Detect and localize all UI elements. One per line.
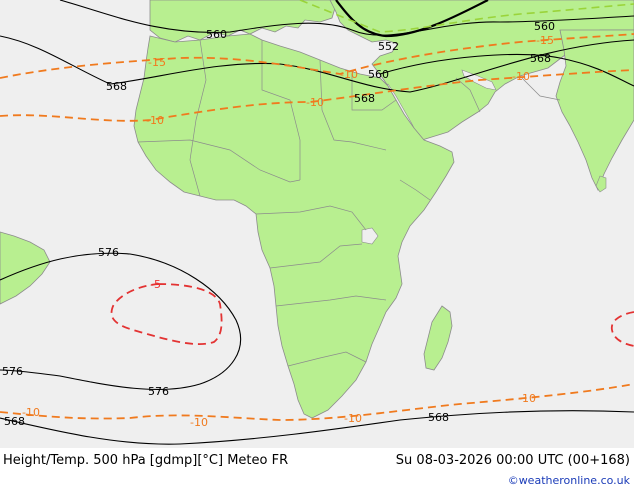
temp-label: -15 [536,34,554,47]
temp-contours [0,33,634,421]
height-label: 576 [98,246,119,259]
height-label: 576 [2,365,23,378]
landmass-south-america [0,231,51,305]
temp-label-warm: -5 [150,278,161,291]
temp-contour-warm [110,283,223,345]
valid-time: Su 08-03-2026 00:00 UTC (00+168) [395,453,630,468]
temp-label: -10 [190,416,208,429]
temp-contour-warm-east [610,311,634,347]
lake-victoria [361,227,379,245]
height-label: 568 [4,415,25,428]
credit-link[interactable]: ©weatheronline.co.uk [507,474,630,487]
contour-552 [335,0,489,38]
height-label: 560 [368,68,389,81]
landmass-india [555,29,634,191]
map-canvas: 560 552 560 568 560 568 568 576 576 576 … [0,0,634,448]
map-title: Height/Temp. 500 hPa [gdmp][°C] Meteo FR [3,453,289,468]
height-label: 568 [530,52,551,65]
height-contours [0,0,634,445]
landmass-madagascar [423,305,453,371]
height-label: 576 [148,385,169,398]
temp-label: -10 [22,406,40,419]
weather-map: 560 552 560 568 560 568 568 576 576 576 … [0,0,634,448]
height-label: 552 [378,40,399,53]
height-labels: 560 552 560 568 560 568 568 576 576 576 … [2,20,555,428]
temp-label: -10 [512,70,530,83]
temp-label: -10 [518,392,536,405]
landmass-sri-lanka [595,175,607,193]
height-label: 568 [428,411,449,424]
temp-label: -15 [148,56,166,69]
country-borders [137,39,561,367]
height-label: 560 [534,20,555,33]
height-label: 568 [354,92,375,105]
temp-label: -10 [344,412,362,425]
temp-label: -10 [340,68,358,81]
height-label: 560 [206,28,227,41]
map-footer: Height/Temp. 500 hPa [gdmp][°C] Meteo FR… [0,448,634,490]
temp-label: -10 [146,114,164,127]
height-label: 568 [106,80,127,93]
temp-labels: -15 -10 -15 -10 -10 -10 -10 -10 -10 -10 … [22,34,554,429]
temp-label: -10 [306,96,324,109]
